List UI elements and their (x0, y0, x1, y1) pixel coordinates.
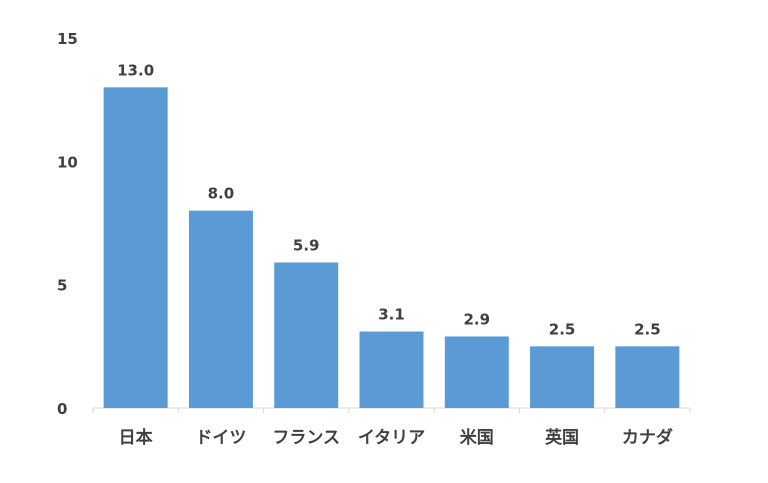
data-label: 3.1 (378, 306, 405, 324)
data-label: 2.5 (634, 320, 661, 338)
x-tick-label: フランス (272, 428, 340, 448)
bar (103, 87, 168, 408)
data-label: 8.0 (208, 185, 235, 203)
y-tick-label: 10 (57, 153, 78, 171)
bar (530, 346, 595, 408)
bar (444, 336, 509, 408)
x-tick-label: 米国 (460, 427, 494, 448)
bar (188, 210, 253, 408)
x-tick-label: 英国 (545, 427, 579, 448)
y-tick-label: 0 (57, 400, 67, 418)
x-tick-label: ドイツ (195, 428, 246, 448)
x-tick-label: イタリア (358, 428, 425, 448)
data-label: 5.9 (293, 236, 320, 254)
x-tick-label: カナダ (622, 427, 673, 448)
bar (359, 331, 424, 408)
x-tick-label: 日本 (119, 427, 153, 448)
bar (274, 262, 339, 408)
y-tick-label: 15 (57, 30, 78, 48)
data-label: 2.5 (549, 320, 576, 338)
data-label: 13.0 (117, 61, 154, 79)
data-label: 2.9 (463, 310, 490, 328)
bar (615, 346, 680, 408)
y-tick-label: 5 (57, 277, 67, 295)
